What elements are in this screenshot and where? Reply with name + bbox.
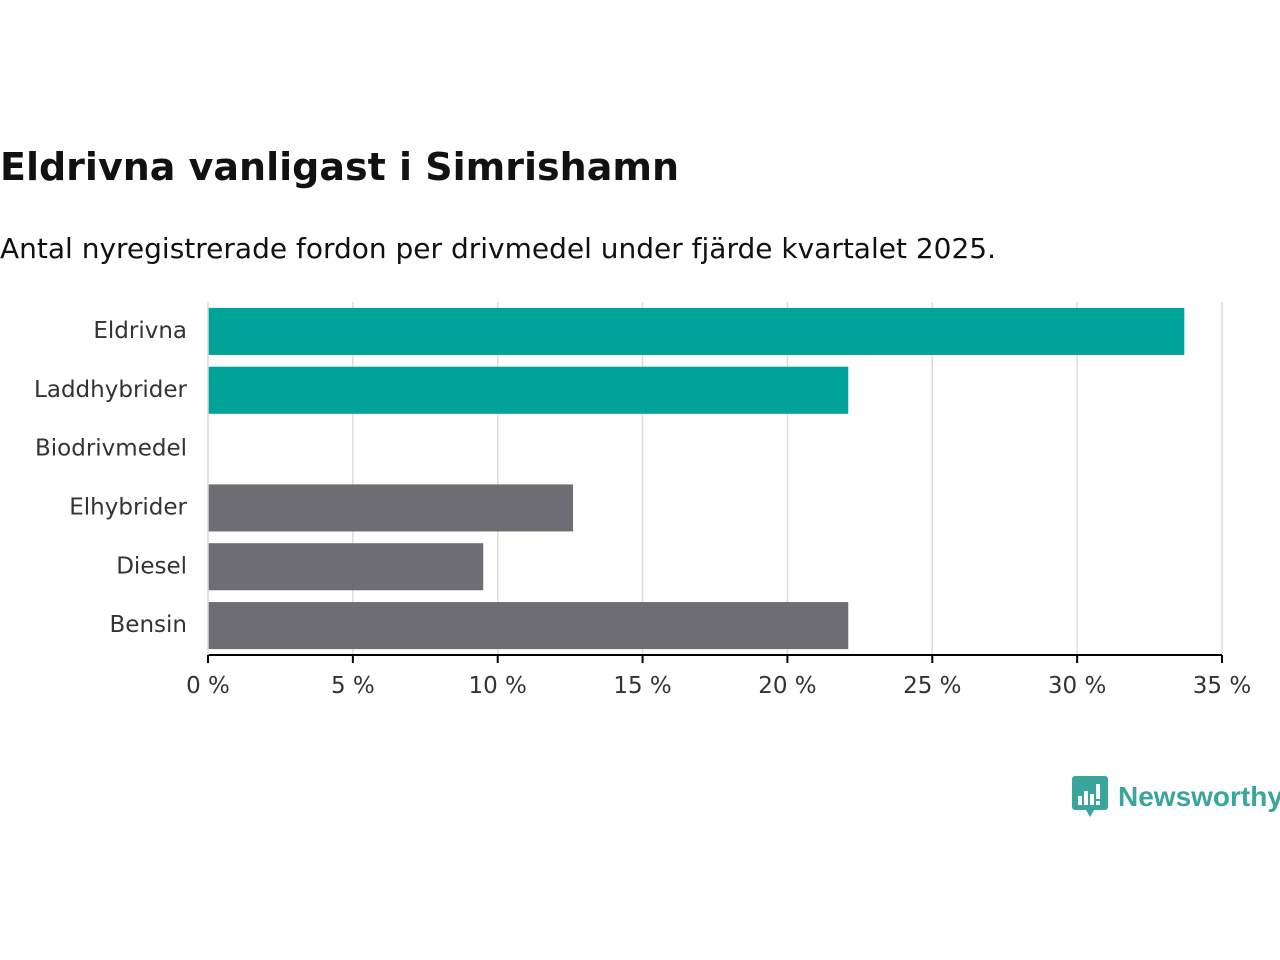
chart-subtitle: Antal nyregistrerade fordon per drivmede… — [0, 232, 997, 265]
bar — [208, 307, 1185, 355]
x-tick-label: 10 % — [468, 673, 526, 699]
category-label: Bensin — [110, 612, 187, 638]
chart-title: Eldrivna vanligast i Simrishamn — [0, 145, 679, 189]
x-tick-label: 15 % — [613, 673, 671, 699]
newsworthy-logo-icon — [1072, 776, 1108, 817]
bar — [208, 366, 849, 414]
category-label: Elhybrider — [69, 494, 187, 520]
x-tick-label: 30 % — [1048, 673, 1106, 699]
bar — [208, 543, 484, 591]
newsworthy-logo: Newsworthy — [1072, 776, 1280, 818]
x-tick-label: 0 % — [186, 673, 230, 699]
logo-text: Newsworthy — [1118, 781, 1280, 812]
x-tick-label: 25 % — [903, 673, 961, 699]
bars-layer — [208, 307, 1185, 650]
x-tick-label: 20 % — [758, 673, 816, 699]
grid-layer — [352, 302, 1223, 655]
category-label: Eldrivna — [93, 318, 187, 344]
category-labels: Eldrivna Laddhybrider Biodrivmedel Elhybrid… — [34, 318, 187, 638]
category-label: Diesel — [116, 553, 187, 579]
x-axis: 0 % 5 % 10 % 15 % 20 % 25 % 30 % 35 % — [186, 302, 1251, 699]
x-tick-label: 35 % — [1193, 673, 1251, 699]
category-label: Biodrivmedel — [35, 436, 187, 462]
category-label: Laddhybrider — [34, 377, 187, 403]
bar — [208, 484, 574, 532]
bar-chart: 0 % 5 % 10 % 15 % 20 % 25 % 30 % 35 % Eldrivna L… — [34, 302, 1251, 699]
x-tick-label: 5 % — [331, 673, 375, 699]
bar — [208, 602, 849, 650]
